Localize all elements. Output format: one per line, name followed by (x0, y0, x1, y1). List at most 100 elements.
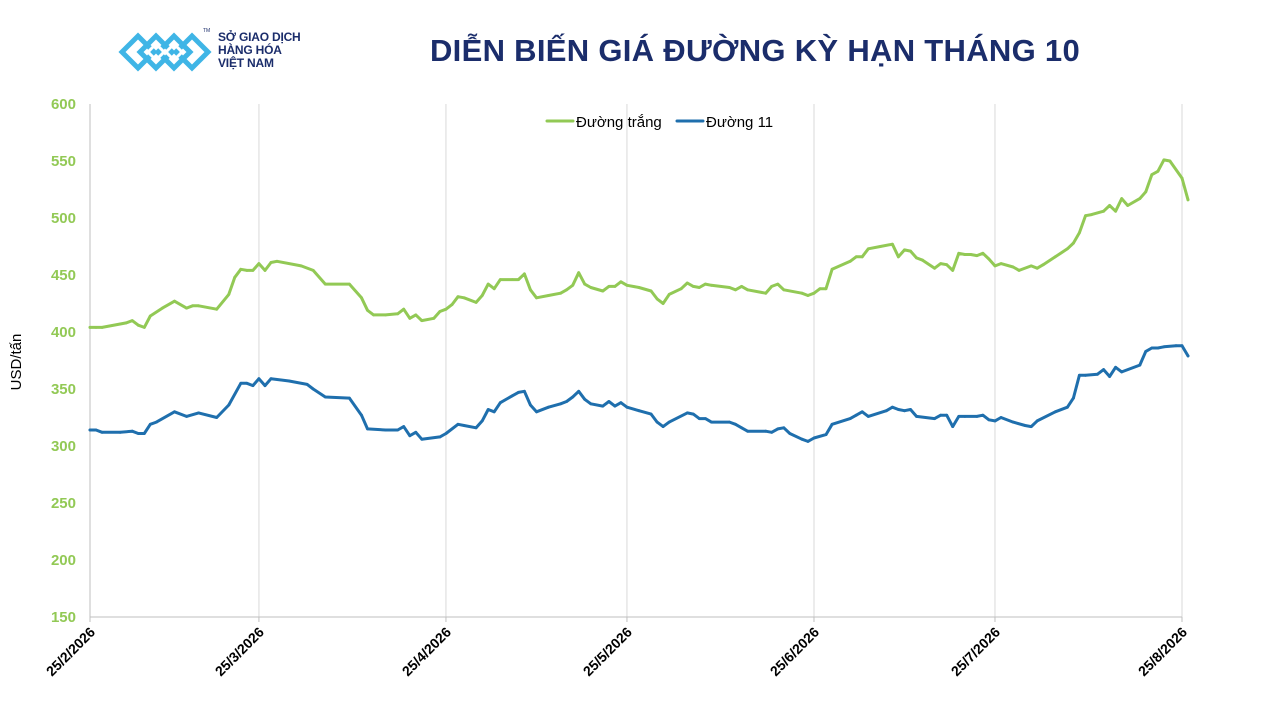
data-point (348, 282, 351, 286)
data-point (625, 405, 629, 409)
data-point (963, 253, 967, 256)
data-point (951, 425, 955, 428)
data-point (173, 410, 176, 414)
x-tick-label: 25/7/2026 (948, 624, 1004, 680)
data-point (1041, 263, 1045, 267)
data-point (691, 285, 695, 288)
data-point (197, 304, 201, 308)
data-point (1162, 158, 1166, 162)
data-point (740, 426, 743, 430)
data-point (148, 422, 152, 426)
data-point (420, 437, 424, 441)
y-tick-label: 400 (51, 324, 76, 341)
data-point (854, 413, 858, 417)
data-point (366, 308, 369, 312)
data-point (710, 283, 713, 287)
data-point (679, 287, 683, 291)
data-point (480, 294, 484, 297)
data-point (1186, 198, 1190, 202)
data-point (517, 391, 520, 394)
data-point (655, 297, 659, 301)
data-point (372, 313, 375, 317)
data-point (559, 402, 562, 406)
data-point (1011, 420, 1015, 424)
data-point (812, 436, 816, 440)
data-point (993, 264, 997, 268)
data-point (1156, 346, 1160, 350)
data-point (263, 384, 267, 387)
data-point (915, 415, 918, 418)
y-tick-label: 150 (51, 609, 76, 626)
data-point (866, 415, 870, 418)
data-point (191, 304, 195, 308)
data-point (806, 294, 810, 297)
legend-label: Đường trắng (576, 114, 662, 131)
y-axis-label: USD/tấn (8, 334, 25, 391)
data-point (100, 326, 104, 329)
data-point (661, 302, 665, 305)
data-point (257, 262, 261, 265)
data-point (945, 413, 949, 417)
x-tick-label: 25/2/2026 (43, 624, 99, 680)
x-tick-label: 25/5/2026 (580, 624, 636, 680)
data-point (269, 261, 273, 264)
data-point (933, 417, 936, 420)
data-point (601, 404, 605, 408)
data-point (456, 422, 460, 426)
data-point (432, 316, 436, 320)
data-point (915, 256, 918, 260)
data-point (197, 411, 201, 415)
exchange-logo (118, 28, 318, 76)
y-tick-label: 200 (51, 552, 76, 569)
data-point (130, 319, 134, 322)
data-point (523, 389, 526, 393)
data-point (764, 429, 768, 433)
data-point (311, 387, 315, 391)
data-point (903, 409, 906, 413)
data-point (1090, 213, 1093, 217)
data-point (891, 405, 894, 409)
data-point (251, 269, 255, 272)
data-point (462, 296, 466, 300)
data-point (782, 288, 786, 292)
data-point (800, 437, 804, 441)
data-point (360, 296, 363, 300)
data-point (885, 409, 888, 413)
data-point (414, 430, 418, 434)
data-point (1053, 255, 1057, 259)
data-point (649, 412, 653, 416)
data-point (1138, 197, 1142, 201)
data-point (589, 402, 593, 406)
data-point (993, 419, 997, 423)
data-point (1108, 375, 1111, 378)
data-point (1029, 425, 1033, 428)
data-point (957, 415, 961, 418)
data-point (161, 306, 164, 310)
data-point (299, 264, 303, 268)
data-point (142, 326, 146, 329)
logo-line-1: SỞ GIAO DỊCH (218, 30, 301, 44)
data-point (251, 384, 255, 387)
data-point (396, 428, 400, 432)
data-point (130, 429, 134, 433)
data-point (981, 251, 985, 255)
data-point (800, 291, 804, 295)
data-point (740, 285, 743, 288)
data-point (963, 415, 967, 418)
data-point (444, 307, 448, 311)
data-point (661, 425, 665, 428)
data-point (438, 435, 442, 439)
series-lines (88, 158, 1190, 443)
data-point (728, 286, 731, 289)
data-point (770, 430, 774, 434)
data-point (263, 269, 267, 272)
data-point (637, 286, 641, 289)
data-point (1096, 372, 1099, 376)
data-point (860, 410, 864, 414)
data-point (1150, 346, 1154, 350)
data-point (945, 263, 949, 267)
data-point (1066, 405, 1069, 409)
data-point (239, 267, 243, 271)
data-point (577, 389, 581, 393)
data-point (414, 313, 418, 317)
